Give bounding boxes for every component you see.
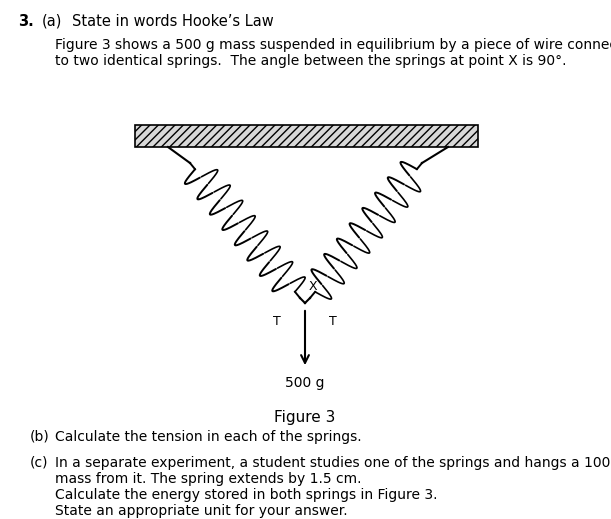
Text: (c): (c) xyxy=(30,456,48,470)
Text: State in words Hooke’s Law: State in words Hooke’s Law xyxy=(72,14,274,29)
Text: T: T xyxy=(273,315,281,328)
Text: Calculate the tension in each of the springs.: Calculate the tension in each of the spr… xyxy=(55,430,362,444)
Text: State an appropriate unit for your answer.: State an appropriate unit for your answe… xyxy=(55,504,348,518)
Text: Calculate the energy stored in both springs in Figure 3.: Calculate the energy stored in both spri… xyxy=(55,488,437,502)
Text: 500 g: 500 g xyxy=(285,376,325,390)
Text: In a separate experiment, a student studies one of the springs and hangs a 100 g: In a separate experiment, a student stud… xyxy=(55,456,611,470)
Text: X: X xyxy=(309,280,318,293)
Bar xyxy=(135,125,478,147)
Text: (a): (a) xyxy=(42,14,62,29)
Text: to two identical springs.  The angle between the springs at point X is 90°.: to two identical springs. The angle betw… xyxy=(55,54,566,68)
Text: mass from it. The spring extends by 1.5 cm.: mass from it. The spring extends by 1.5 … xyxy=(55,472,362,486)
Text: (b): (b) xyxy=(30,430,49,444)
Text: Figure 3 shows a 500 g mass suspended in equilibrium by a piece of wire connecte: Figure 3 shows a 500 g mass suspended in… xyxy=(55,38,611,52)
Text: T: T xyxy=(329,315,337,328)
Text: Figure 3: Figure 3 xyxy=(274,410,335,425)
Text: 3.: 3. xyxy=(18,14,34,29)
